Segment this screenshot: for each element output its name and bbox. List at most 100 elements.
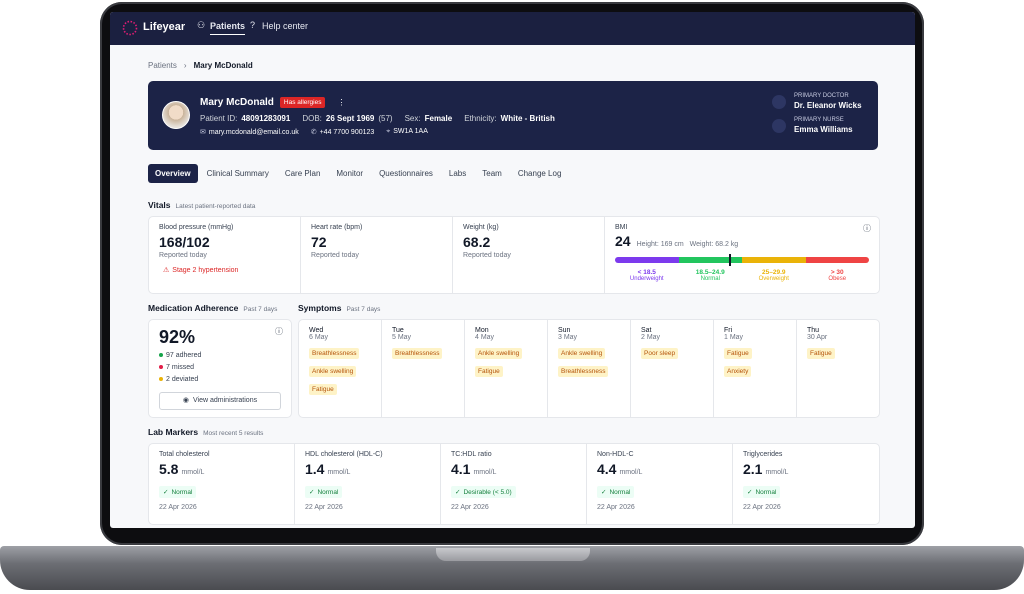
bmi-category: Obese [828, 276, 847, 282]
adherence-percent: 92% [159, 327, 196, 347]
patient-contacts: ✉ mary.mcdonald@email.co.uk ✆ +44 7700 9001… [200, 128, 428, 136]
lab-value: 4.1 [451, 461, 471, 477]
lab-name: Non-HDL-C [597, 451, 634, 458]
detail-label: DOB: [302, 114, 322, 123]
lab-unit: mmol/L [619, 469, 643, 476]
symptom-tag: Fatigue [475, 366, 503, 377]
symptom-tag: Poor sleep [641, 348, 679, 359]
detail-label: Sex: [404, 114, 421, 123]
section-subtitle: Past 7 days [346, 306, 381, 313]
lab-value-row: 4.4 mmol/L [597, 461, 722, 479]
symptom-day: Sun 3 May Ankle swelling Breathlessness [548, 320, 631, 417]
bmi-range-label: > 30 Obese [806, 269, 870, 282]
status-pill: ✓ Normal [597, 486, 635, 498]
bmi-value: 24 [615, 233, 631, 249]
vital-cell: Heart rate (bpm) 72 Reported today [301, 217, 453, 293]
vital-label: Heart rate (bpm) [311, 224, 363, 231]
bmi-scale [615, 257, 869, 263]
tab[interactable]: Monitor [336, 169, 364, 178]
symptom-tag: Anxiety [724, 366, 752, 377]
patient-name-row: Mary McDonald Has allergies ⋮ [200, 97, 345, 108]
tab[interactable]: Questionnaires [379, 169, 433, 178]
symptom-day: Fri 1 May Fatigue Anxiety [714, 320, 797, 417]
avatar [162, 101, 190, 129]
bmi-row: 24 Height: 169 cm Weight: 68.2 kg [615, 233, 869, 249]
bmi-height: Height: 169 cm [636, 241, 684, 248]
breadcrumb-sep: › [183, 61, 187, 70]
status-text: Normal [755, 489, 777, 496]
allergy-badge: Has allergies [279, 97, 326, 108]
bmi-marker [729, 254, 731, 266]
bmi-category: Overweight [758, 276, 789, 282]
lab-value: 2.1 [743, 461, 763, 477]
contact: ✆ +44 7700 900123 [311, 128, 375, 136]
tab[interactable]: Labs [448, 169, 467, 178]
status-pill: ✓ Normal [743, 486, 781, 498]
breadcrumb-link[interactable]: Patients [148, 61, 177, 70]
vital-label: Blood pressure (mmHg) [159, 224, 234, 231]
lab-status: ✓ Normal [159, 481, 284, 499]
logo-icon [122, 20, 138, 36]
care-role: PRIMARY DOCTOR [794, 93, 849, 99]
contact-text: SW1A 1AA [393, 128, 428, 135]
adherence-item: 7 missed [159, 364, 194, 371]
bmi-category: Underweight [629, 276, 664, 282]
symptom-tag: Breathlessness [392, 348, 443, 359]
nav-link[interactable]: Patients [210, 21, 246, 35]
symptom-tag: Fatigue [724, 348, 752, 359]
contact-icon: ⌖ [386, 128, 391, 135]
adherence-text: 2 deviated [166, 376, 199, 383]
adherence-text: 97 adhered [166, 352, 202, 359]
alert-text: Stage 2 hypertension [172, 267, 239, 274]
symptom-weekday: Sat [641, 327, 652, 334]
lab-cell: TC:HDL ratio 4.1 mmol/L ✓ Desirable (< 5.0) 2… [441, 444, 587, 524]
section-title: Lab Markers [148, 427, 199, 437]
tab[interactable]: Care Plan [284, 169, 321, 178]
labs-card: Total cholesterol 5.8 mmol/L ✓ Normal 22 Apr … [148, 443, 880, 525]
adherence-dot [159, 377, 163, 382]
bmi-segment [615, 257, 679, 263]
detail-label: Patient ID: [200, 114, 238, 123]
view-administrations-button[interactable]: ◉ View administrations [159, 392, 281, 410]
detail-value: Female [424, 114, 453, 123]
vital-label: Weight (kg) [463, 224, 499, 231]
lab-status: ✓ Normal [597, 481, 722, 499]
alert-icon: ⚠ [163, 267, 170, 274]
contact-text: mary.mcdonald@email.co.uk [208, 129, 299, 136]
tab[interactable]: Change Log [517, 169, 562, 178]
symptom-date: 3 May [558, 334, 578, 341]
symptom-weekday: Mon [475, 327, 489, 334]
symptom-weekday: Fri [724, 327, 733, 334]
check-icon: ✓ [747, 489, 753, 496]
brand: Lifeyear [143, 21, 186, 33]
lab-value-row: 2.1 mmol/L [743, 461, 869, 479]
status-text: Desirable (< 5.0) [463, 489, 512, 496]
symptom-tag: Fatigue [807, 348, 835, 359]
lab-unit: mmol/L [181, 469, 205, 476]
symptom-day: Thu 30 Apr Fatigue [797, 320, 880, 417]
section-title: Vitals [148, 200, 171, 210]
bmi-label: BMI [615, 224, 628, 231]
lab-date: 22 Apr 2026 [305, 504, 343, 511]
detail-value: White - British [500, 114, 555, 123]
check-icon: ✓ [601, 489, 607, 496]
symptom-day: Wed 6 May Breathlessness Ankle swelling Fati… [299, 320, 382, 417]
more-menu[interactable]: ⋮ [337, 98, 346, 107]
patient-card: Mary McDonald Has allergies ⋮ Patient ID: 48… [148, 81, 878, 150]
section-title: Symptoms [298, 303, 342, 313]
tab[interactable]: Clinical Summary [206, 169, 269, 178]
tab[interactable]: Team [482, 169, 502, 178]
bmi-range: 18.5–24.9 [695, 269, 725, 276]
nav-link[interactable]: Help center [262, 21, 309, 31]
breadcrumb: Patients › Mary McDonald [148, 61, 253, 70]
vital-value: 168/102 [159, 234, 210, 250]
tab[interactable]: Overview [148, 164, 198, 183]
lab-unit: mmol/L [765, 469, 789, 476]
lab-cell: Triglycerides 2.1 mmol/L ✓ Normal 22 Apr 2026 [733, 444, 879, 524]
contact: ✉ mary.mcdonald@email.co.uk [200, 128, 299, 136]
adherence-dot [159, 365, 163, 370]
lab-value: 1.4 [305, 461, 325, 477]
symptom-date: 1 May [724, 334, 744, 341]
symptom-date: 30 Apr [807, 334, 828, 341]
bmi-cell: BMI ⓘ 24 Height: 169 cm Weight: 68.2 kg < 18.… [605, 217, 879, 293]
